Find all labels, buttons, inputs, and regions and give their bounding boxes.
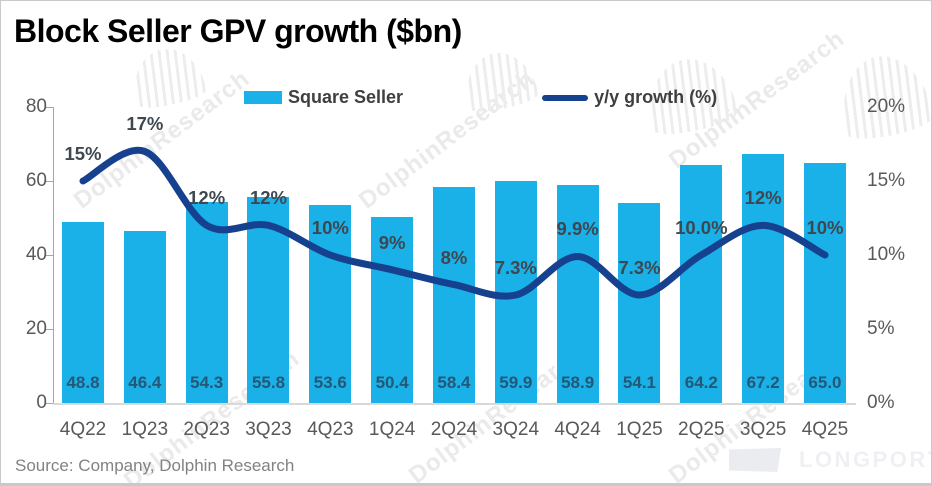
- line-point-label: 12%: [744, 187, 782, 209]
- left-axis-line: [53, 107, 54, 403]
- line-point-label: 12%: [249, 187, 287, 209]
- bar-value-label: 64.2: [684, 373, 718, 392]
- bar: [494, 181, 537, 403]
- right-axis-tick-label: 15%: [867, 170, 906, 191]
- left-axis-tick: [46, 107, 53, 108]
- line-point-label: 10.0%: [675, 217, 728, 238]
- x-axis-line: [53, 403, 856, 405]
- x-axis-category-label: 4Q22: [59, 419, 107, 440]
- x-axis-category-label: 2Q23: [183, 419, 230, 440]
- left-axis-tick: [46, 181, 53, 182]
- x-axis-category-label: 2Q25: [678, 419, 725, 440]
- x-axis-category-label: 4Q25: [801, 419, 849, 440]
- bar-value-label: 59.9: [499, 373, 533, 392]
- bar-value-label: 46.4: [128, 373, 162, 392]
- left-axis-tick-label: 40: [25, 244, 47, 265]
- line-point-label: 15%: [64, 143, 102, 164]
- line-point-label: 9%: [378, 231, 406, 253]
- bar-value-label: 53.6: [313, 373, 347, 392]
- line-point-label: 17%: [126, 113, 164, 135]
- bar-series-swatch-icon: [244, 91, 282, 104]
- left-axis-tick: [46, 403, 53, 404]
- x-axis-category-label: 3Q24: [492, 419, 540, 440]
- left-axis-tick: [46, 255, 53, 256]
- bar-value-label: 67.2: [746, 373, 780, 392]
- bar-value-label: 48.8: [66, 373, 100, 392]
- left-axis-tick: [46, 329, 53, 330]
- x-axis-category-label: 1Q23: [121, 419, 169, 440]
- x-axis-category-label: 1Q25: [616, 419, 663, 440]
- line-point-label: 8%: [440, 246, 468, 268]
- x-axis-category-label: 3Q25: [739, 419, 787, 440]
- right-axis-tick-label: 0%: [867, 392, 895, 413]
- x-axis-category-label: 3Q23: [245, 419, 292, 440]
- x-axis-category-label: 4Q23: [307, 419, 354, 440]
- right-axis-tick-label: 20%: [867, 96, 906, 117]
- right-axis-tick-label: 10%: [867, 244, 906, 265]
- bar: [803, 162, 846, 403]
- line-point-label: 10%: [311, 217, 349, 238]
- source-note: Source: Company, Dolphin Research: [15, 456, 295, 475]
- bar: [432, 186, 475, 403]
- bar-value-label: 58.9: [561, 373, 595, 392]
- longport-brand-text: LONGPORT: [799, 447, 932, 472]
- bar-value-label: 55.8: [251, 373, 286, 392]
- bar: [680, 165, 723, 403]
- chart-title: Block Seller GPV growth ($bn): [14, 13, 462, 49]
- right-axis-tick-label: 5%: [867, 318, 895, 339]
- left-axis-tick-label: 20: [25, 318, 47, 339]
- line-point-label: 7.3%: [618, 256, 661, 278]
- longport-flag-icon: [729, 448, 781, 472]
- bar-value-label: 65.0: [808, 373, 842, 392]
- bar-value-label: 50.4: [375, 373, 409, 392]
- left-axis-tick-label: 0: [36, 392, 47, 413]
- line-series-swatch-icon: [542, 94, 589, 101]
- left-axis-tick-label: 60: [25, 170, 47, 191]
- line-point-label: 7.3%: [494, 256, 537, 278]
- line-point-label: 12%: [188, 187, 226, 209]
- bar-value-label: 54.3: [190, 373, 224, 392]
- x-axis-category-label: 4Q24: [554, 419, 601, 440]
- line-point-label: 10%: [806, 217, 844, 238]
- longport-watermark: LONGPORT: [729, 447, 932, 473]
- left-axis-tick-label: 80: [25, 96, 47, 117]
- x-axis-category-label: 1Q24: [368, 419, 416, 440]
- bar-value-label: 54.1: [622, 373, 657, 392]
- line-point-label: 9.9%: [556, 218, 599, 240]
- x-axis-category-label: 2Q24: [430, 419, 478, 440]
- bar-value-label: 58.4: [437, 373, 471, 392]
- line-series-label: y/y growth (%): [594, 87, 718, 107]
- legend: Square Seller y/y growth (%): [244, 87, 717, 108]
- bar-series-label: Square Seller: [288, 87, 404, 107]
